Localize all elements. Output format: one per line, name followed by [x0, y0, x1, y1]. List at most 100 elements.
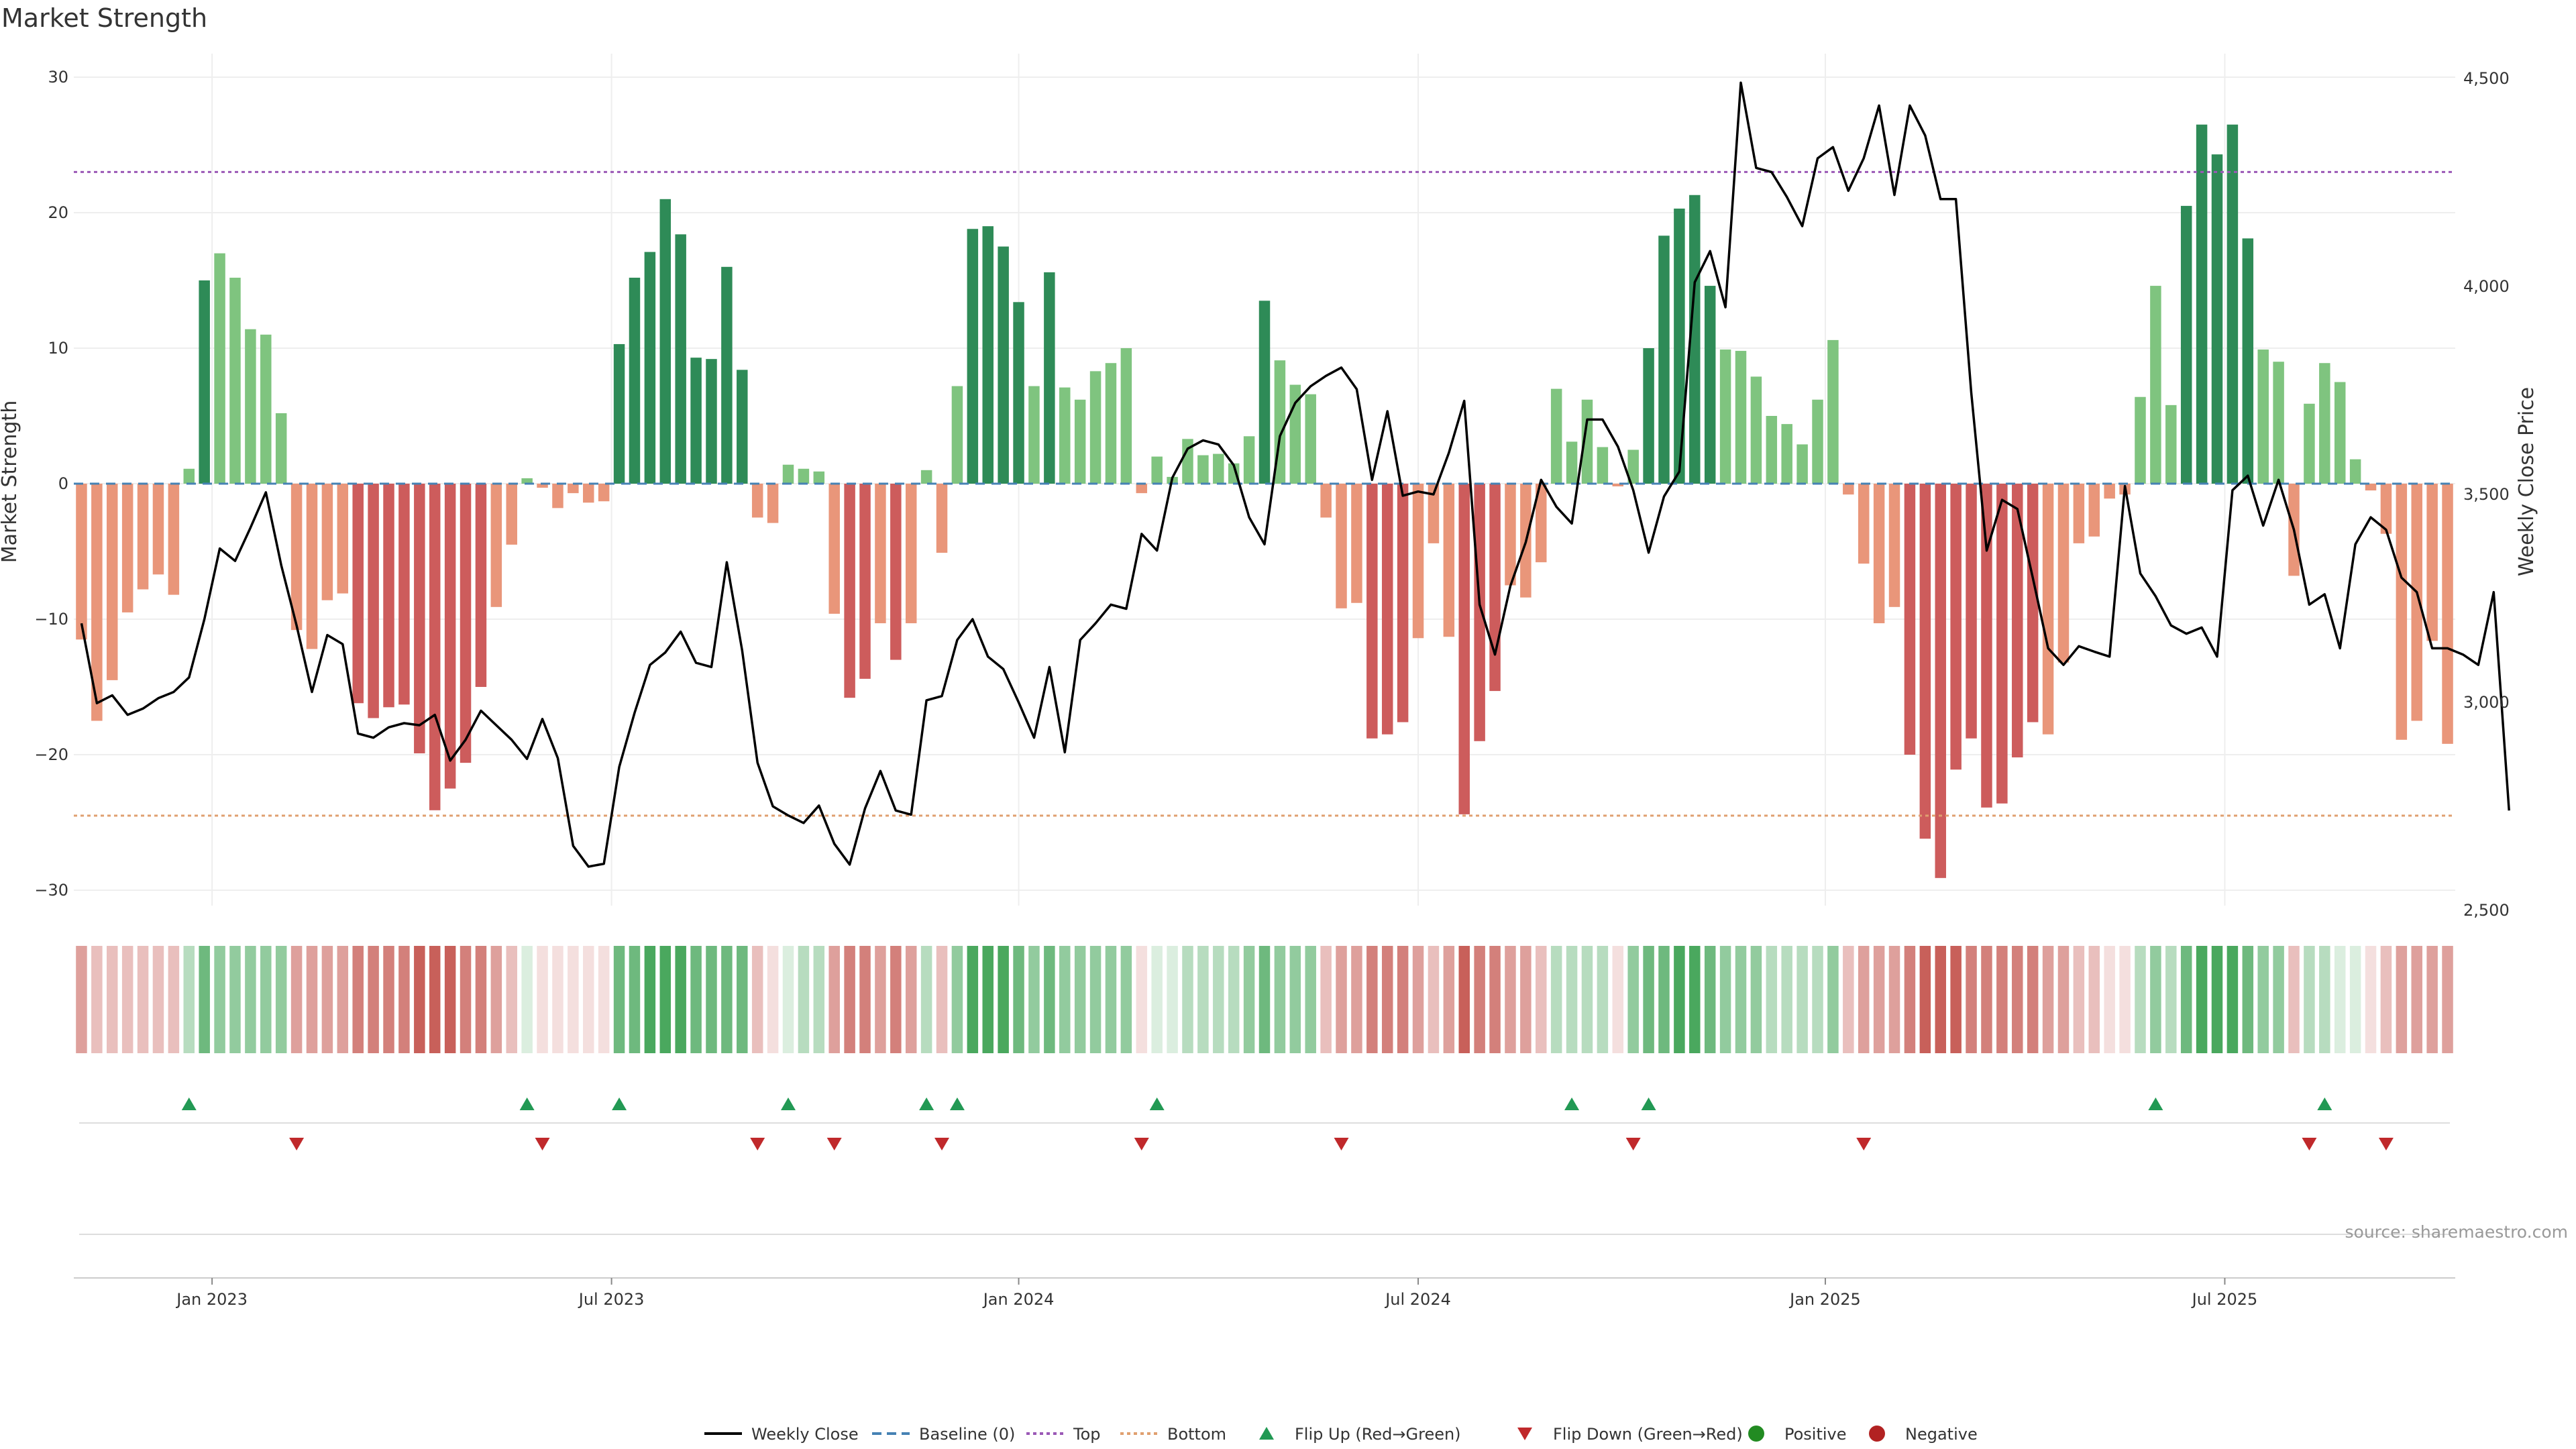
- heat-cell-75: [1228, 946, 1240, 1053]
- strength-bar-86: [1397, 484, 1409, 722]
- strength-bar-58: [967, 229, 979, 484]
- strength-bar-102: [1643, 348, 1654, 484]
- strength-bar-93: [1505, 484, 1516, 586]
- strength-bar-136: [2165, 405, 2177, 484]
- heat-cell-29: [521, 946, 533, 1053]
- strength-bar-87: [1412, 484, 1424, 639]
- heat-cell-96: [1550, 946, 1562, 1053]
- heat-cell-83: [1351, 946, 1362, 1053]
- heat-cell-19: [368, 946, 379, 1053]
- strength-bar-81: [1320, 484, 1332, 518]
- heat-cell-108: [1735, 946, 1747, 1053]
- strength-bar-76: [1243, 436, 1255, 484]
- strength-bar-12: [260, 334, 272, 484]
- strength-bar-39: [675, 234, 686, 484]
- strength-bar-135: [2150, 286, 2161, 484]
- strength-bars: [76, 124, 2453, 878]
- flip-down-marker-1: [535, 1138, 550, 1150]
- strength-bar-4: [137, 484, 149, 590]
- heat-cell-106: [1704, 946, 1716, 1053]
- reference-lines: [74, 170, 2455, 817]
- weekly-close-line: [80, 81, 2510, 868]
- flip-down-marker-6: [1334, 1138, 1349, 1150]
- strength-bar-2: [107, 484, 118, 680]
- strength-bar-17: [337, 484, 349, 594]
- strength-bar-108: [1735, 351, 1747, 484]
- flip-down-marker-4: [934, 1138, 950, 1150]
- heat-cell-118: [1888, 946, 1900, 1053]
- strength-bar-107: [1719, 350, 1731, 484]
- heat-cell-113: [1812, 946, 1823, 1053]
- strength-bar-3: [121, 484, 133, 612]
- strength-bar-142: [2257, 350, 2269, 484]
- strength-bar-15: [306, 484, 318, 649]
- flip-up-marker-9: [2148, 1097, 2163, 1110]
- legend-label-line: Weekly Close: [751, 1425, 859, 1444]
- heat-cell-149: [2365, 946, 2377, 1053]
- heat-cell-117: [1873, 946, 1885, 1053]
- strength-bar-118: [1888, 484, 1900, 607]
- heat-cell-109: [1750, 946, 1762, 1053]
- heat-cell-132: [2104, 946, 2115, 1053]
- heat-cell-124: [1981, 946, 1992, 1053]
- heat-cell-114: [1827, 946, 1839, 1053]
- strength-bar-114: [1827, 339, 1839, 484]
- heat-cell-122: [1950, 946, 1962, 1053]
- heat-cell-153: [2426, 946, 2438, 1053]
- heat-cell-55: [920, 946, 932, 1053]
- legend-label-up: Flip Up (Red→Green): [1295, 1425, 1461, 1444]
- heat-cell-59: [982, 946, 994, 1053]
- heat-cell-31: [552, 946, 564, 1053]
- legend-swatch-flip-down: [1517, 1428, 1532, 1440]
- heat-cell-95: [1536, 946, 1547, 1053]
- strength-bar-42: [721, 266, 733, 484]
- strength-bar-9: [214, 253, 225, 484]
- heat-cell-131: [2088, 946, 2100, 1053]
- heat-cell-24: [444, 946, 456, 1053]
- strength-bar-153: [2426, 484, 2438, 641]
- strength-bar-64: [1059, 387, 1071, 484]
- heat-cell-152: [2411, 946, 2422, 1053]
- y2-tick-label-3: 3,000: [2463, 693, 2510, 712]
- heat-cell-102: [1643, 946, 1654, 1053]
- strength-bar-36: [629, 277, 641, 484]
- heat-cell-12: [260, 946, 272, 1053]
- strength-bar-35: [613, 343, 625, 484]
- flip-down-marker-10: [2378, 1138, 2394, 1150]
- strength-bar-27: [490, 484, 502, 607]
- y2-tick-label-4: 2,500: [2463, 901, 2510, 920]
- heat-cell-125: [1996, 946, 2008, 1053]
- strength-bar-37: [644, 252, 656, 484]
- x-tick-label-3: Jul 2024: [1384, 1290, 1451, 1309]
- strength-bar-143: [2273, 362, 2284, 484]
- heat-cell-28: [506, 946, 517, 1053]
- y-tick-label-1: 20: [48, 203, 68, 222]
- heat-cell-135: [2150, 946, 2161, 1053]
- heat-cell-51: [859, 946, 871, 1053]
- heat-cell-1: [91, 946, 103, 1053]
- strength-bar-48: [813, 471, 825, 484]
- x-tick-label-1: Jul 2023: [578, 1290, 645, 1309]
- strength-bar-125: [1996, 484, 2008, 804]
- heat-cell-129: [2057, 946, 2070, 1053]
- heat-cell-53: [890, 946, 902, 1053]
- strength-bar-10: [229, 277, 241, 484]
- heat-cell-151: [2396, 946, 2408, 1053]
- legend-label-top: Top: [1073, 1425, 1101, 1444]
- heat-cell-72: [1182, 946, 1193, 1053]
- heat-cell-36: [629, 946, 641, 1053]
- strength-bar-49: [828, 484, 840, 614]
- flip-down-marker-0: [289, 1138, 305, 1150]
- heat-cell-126: [2012, 946, 2023, 1053]
- heat-cell-40: [690, 946, 702, 1053]
- heat-cell-85: [1381, 946, 1393, 1053]
- strength-bar-129: [2057, 484, 2070, 663]
- heat-cell-134: [2135, 946, 2146, 1053]
- strength-bar-72: [1182, 439, 1193, 484]
- y2-axis-label: Weekly Close Price: [2515, 387, 2538, 576]
- strength-bar-139: [2211, 154, 2223, 484]
- strength-bar-82: [1336, 484, 1347, 608]
- y2-tick-label-2: 3,500: [2463, 485, 2510, 504]
- strength-bar-110: [1766, 416, 1778, 484]
